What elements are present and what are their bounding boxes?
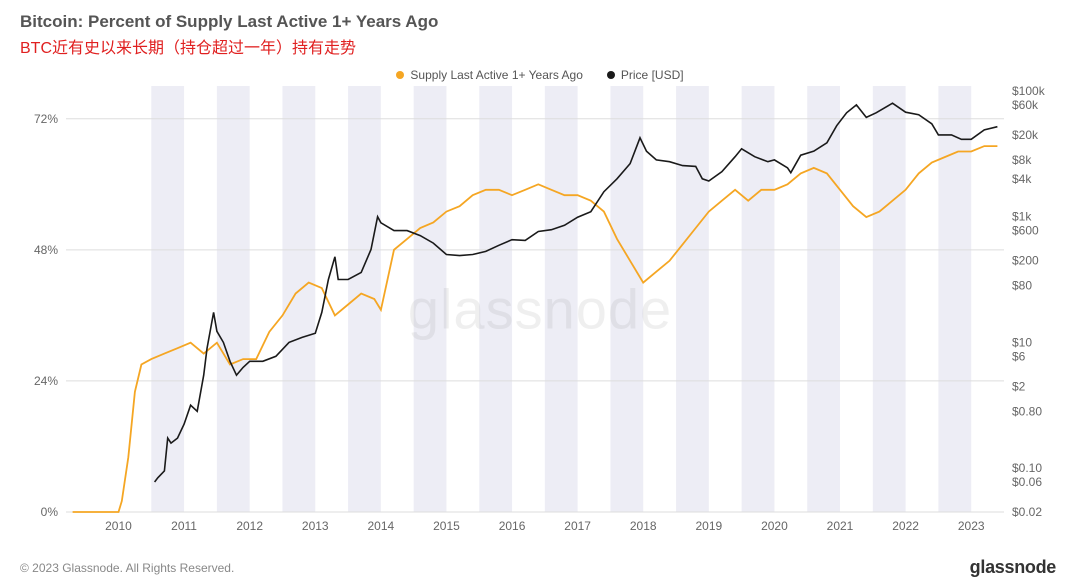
legend-dot-supply — [396, 71, 404, 79]
svg-text:$0.06: $0.06 — [1012, 475, 1042, 489]
chart-svg: 0% 24% 48% 72% $0.02 $0.06$0.10 $0.80 $2 $6$10 $8… — [20, 80, 1060, 538]
svg-text:$6: $6 — [1012, 349, 1026, 363]
chart-subtitle: BTC近有史以来长期（持仓超过一年）持有走势 — [20, 34, 1060, 58]
svg-text:2014: 2014 — [368, 519, 395, 533]
svg-text:$0.80: $0.80 — [1012, 404, 1042, 418]
svg-text:2017: 2017 — [564, 519, 591, 533]
svg-text:2021: 2021 — [827, 519, 854, 533]
svg-text:$2: $2 — [1012, 379, 1026, 393]
svg-text:48%: 48% — [34, 243, 58, 257]
svg-text:72%: 72% — [34, 112, 58, 126]
svg-text:2013: 2013 — [302, 519, 329, 533]
svg-text:2010: 2010 — [105, 519, 132, 533]
svg-text:2019: 2019 — [695, 519, 722, 533]
svg-text:$10: $10 — [1012, 335, 1032, 349]
svg-text:2023: 2023 — [958, 519, 985, 533]
svg-text:$200: $200 — [1012, 254, 1039, 268]
svg-text:2020: 2020 — [761, 519, 788, 533]
legend-dot-price — [607, 71, 615, 79]
svg-text:$1k: $1k — [1012, 210, 1032, 224]
svg-text:24%: 24% — [34, 374, 58, 388]
svg-text:$100k: $100k — [1012, 84, 1046, 98]
svg-text:$0.02: $0.02 — [1012, 505, 1042, 519]
brand-logo: glassnode — [970, 557, 1056, 578]
svg-text:2012: 2012 — [236, 519, 263, 533]
svg-text:$8k: $8k — [1012, 153, 1032, 167]
chart-area: glassnode 0%24%48%72%$0.02$0.06$0.10$0.8… — [20, 80, 1060, 538]
chart-title: Bitcoin: Percent of Supply Last Active 1… — [20, 12, 1060, 32]
svg-text:2011: 2011 — [171, 519, 197, 533]
svg-text:$80: $80 — [1012, 279, 1032, 293]
svg-text:0%: 0% — [41, 505, 59, 519]
svg-text:$0.10: $0.10 — [1012, 461, 1042, 475]
svg-text:2018: 2018 — [630, 519, 657, 533]
svg-text:$600: $600 — [1012, 224, 1039, 238]
svg-text:$20k: $20k — [1012, 128, 1039, 142]
svg-text:2016: 2016 — [499, 519, 526, 533]
svg-text:2015: 2015 — [433, 519, 460, 533]
svg-text:2022: 2022 — [892, 519, 919, 533]
svg-text:$4k: $4k — [1012, 172, 1032, 186]
copyright-text: © 2023 Glassnode. All Rights Reserved. — [20, 561, 234, 575]
svg-text:$60k: $60k — [1012, 98, 1039, 112]
